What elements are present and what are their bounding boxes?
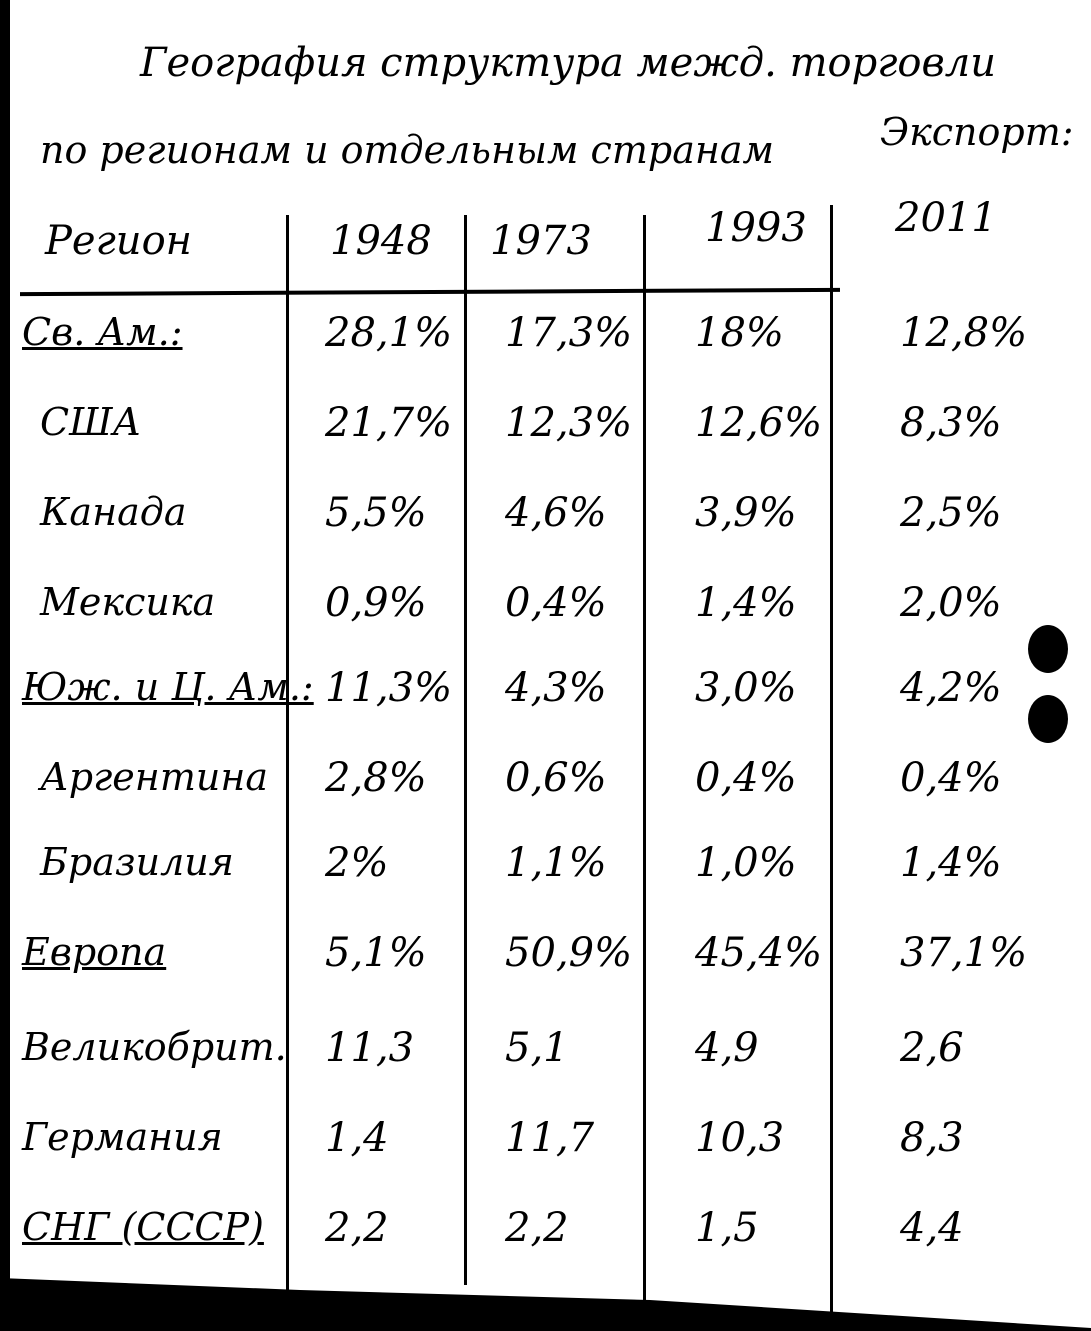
column-divider	[464, 215, 467, 1285]
table-cell: 2,2	[505, 1205, 569, 1251]
row-region-label: Юж. и Ц. Ам.:	[22, 665, 314, 709]
table-cell: 17,3%	[505, 310, 633, 356]
header-region: Регион	[45, 218, 192, 264]
table-cell: 0,6%	[505, 755, 607, 801]
header-2011: 2011	[895, 195, 997, 241]
column-divider	[286, 215, 289, 1290]
table-cell: 12,3%	[505, 400, 633, 446]
table-cell: 12,6%	[695, 400, 823, 446]
table-cell: 0,4%	[900, 755, 1002, 801]
row-region-label: США	[40, 400, 142, 444]
table-cell: 11,7	[505, 1115, 595, 1161]
column-divider	[830, 205, 833, 1325]
table-cell: 2,2	[325, 1205, 389, 1251]
table-cell: 45,4%	[695, 930, 823, 976]
table-cell: 4,2%	[900, 665, 1002, 711]
table-cell: 2,0%	[900, 580, 1002, 626]
row-region-label: Бразилия	[40, 840, 234, 884]
table-cell: 4,3%	[505, 665, 607, 711]
table-cell: 21,7%	[325, 400, 453, 446]
column-divider	[643, 215, 646, 1315]
table-cell: 28,1%	[325, 310, 453, 356]
table-cell: 50,9%	[505, 930, 633, 976]
hole-punch-mark	[1028, 695, 1068, 743]
table-cell: 11,3	[325, 1025, 415, 1071]
table-cell: 8,3	[900, 1115, 964, 1161]
table-cell: 1,4%	[695, 580, 797, 626]
table-cell: 0,9%	[325, 580, 427, 626]
table-cell: 2,6	[900, 1025, 964, 1071]
header-1948: 1948	[330, 218, 432, 264]
table-cell: 4,6%	[505, 490, 607, 536]
page-edge-shadow	[0, 0, 10, 1331]
row-region-label: Мексика	[40, 580, 216, 624]
table-cell: 2,8%	[325, 755, 427, 801]
table-cell: 1,4%	[900, 840, 1002, 886]
table-cell: 3,9%	[695, 490, 797, 536]
export-label: Экспорт:	[880, 110, 1074, 154]
row-region-label: Германия	[22, 1115, 223, 1159]
document-title: География структура межд. торговли	[140, 40, 997, 86]
row-region-label: Европа	[22, 930, 167, 974]
table-cell: 3,0%	[695, 665, 797, 711]
table-cell: 37,1%	[900, 930, 1028, 976]
row-region-label: Св. Ам.:	[22, 310, 183, 354]
table-cell: 0,4%	[695, 755, 797, 801]
table-cell: 2,5%	[900, 490, 1002, 536]
document-subtitle: по регионам и отдельным странам	[40, 128, 775, 172]
table-cell: 5,1%	[325, 930, 427, 976]
table-cell: 1,0%	[695, 840, 797, 886]
table-cell: 10,3	[695, 1115, 785, 1161]
table-cell: 1,4	[325, 1115, 389, 1161]
table-cell: 0,4%	[505, 580, 607, 626]
row-region-label: Аргентина	[40, 755, 269, 799]
header-1993: 1993	[705, 205, 807, 251]
table-cell: 5,5%	[325, 490, 427, 536]
table-cell: 1,1%	[505, 840, 607, 886]
table-cell: 4,9	[695, 1025, 759, 1071]
table-cell: 4,4	[900, 1205, 964, 1251]
header-1973: 1973	[490, 218, 592, 264]
table-cell: 18%	[695, 310, 784, 356]
table-cell: 1,5	[695, 1205, 759, 1251]
table-cell: 12,8%	[900, 310, 1028, 356]
hole-punch-mark	[1028, 625, 1068, 673]
table-cell: 8,3%	[900, 400, 1002, 446]
table-cell: 2%	[325, 840, 389, 886]
table-cell: 11,3%	[325, 665, 453, 711]
row-region-label: Великобрит.	[22, 1025, 287, 1069]
table-cell: 5,1	[505, 1025, 569, 1071]
row-region-label: СНГ (СССР)	[22, 1205, 264, 1249]
row-region-label: Канада	[40, 490, 187, 534]
